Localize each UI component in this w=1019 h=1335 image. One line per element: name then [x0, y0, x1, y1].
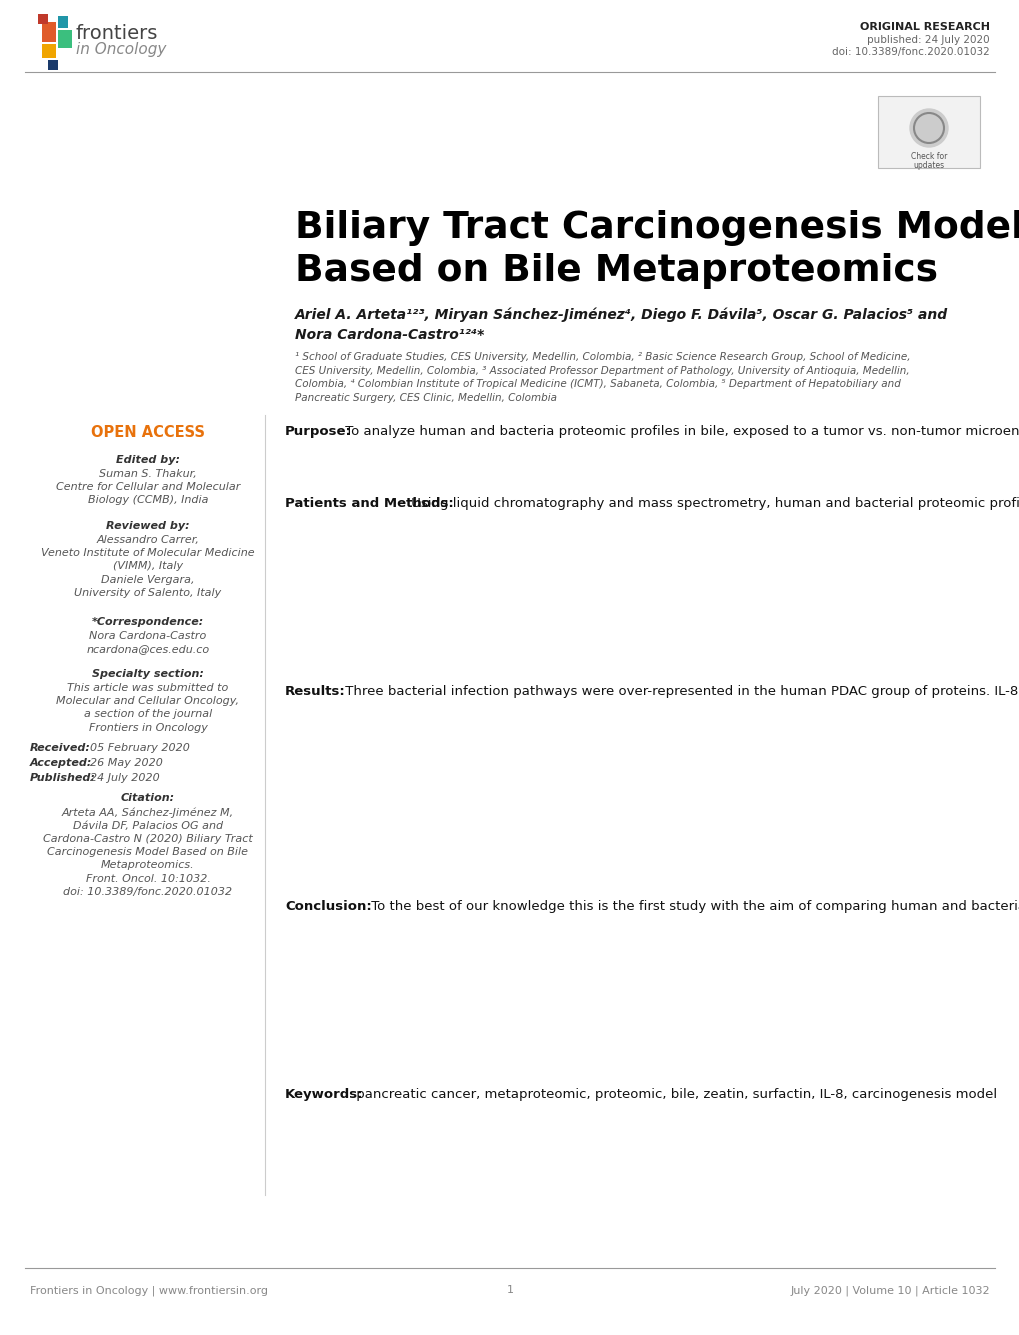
Text: 24 July 2020: 24 July 2020 [90, 773, 160, 784]
Text: Nora Cardona-Castro
ncardona@ces.edu.co: Nora Cardona-Castro ncardona@ces.edu.co [87, 631, 209, 654]
Text: doi: 10.3389/fonc.2020.01032: doi: 10.3389/fonc.2020.01032 [832, 47, 989, 57]
Text: Accepted:: Accepted: [30, 758, 93, 768]
FancyBboxPatch shape [877, 96, 979, 168]
Text: July 2020 | Volume 10 | Article 1032: July 2020 | Volume 10 | Article 1032 [790, 1286, 989, 1295]
Text: Results:: Results: [284, 685, 345, 698]
Circle shape [909, 109, 947, 147]
Text: This article was submitted to
Molecular and Cellular Oncology,
a section of the : This article was submitted to Molecular … [56, 684, 239, 733]
Text: 05 February 2020: 05 February 2020 [90, 744, 190, 753]
Text: updates: updates [913, 162, 944, 170]
Text: Suman S. Thakur,
Centre for Cellular and Molecular
Biology (CCMB), India: Suman S. Thakur, Centre for Cellular and… [56, 469, 239, 506]
Text: in Oncology: in Oncology [76, 41, 166, 57]
Bar [48, 60, 58, 69]
Bar [38, 13, 48, 24]
Text: frontiers: frontiers [76, 24, 158, 43]
Text: ¹ School of Graduate Studies, CES University, Medellin, Colombia, ² Basic Scienc: ¹ School of Graduate Studies, CES Univer… [294, 352, 910, 403]
Bar [58, 16, 68, 28]
Text: Reviewed by:: Reviewed by: [106, 521, 190, 531]
Bar [42, 21, 56, 41]
Text: Edited by:: Edited by: [116, 455, 179, 465]
Text: OPEN ACCESS: OPEN ACCESS [91, 425, 205, 441]
Text: pancreatic cancer, metaproteomic, proteomic, bile, zeatin, surfactin, IL-8, carc: pancreatic cancer, metaproteomic, proteo… [352, 1088, 997, 1101]
Text: 26 May 2020: 26 May 2020 [90, 758, 163, 768]
Text: Ariel A. Arteta¹²³, Miryan Sánchez-Jiménez⁴, Diego F. Dávila⁵, Oscar G. Palacios: Ariel A. Arteta¹²³, Miryan Sánchez-Jimén… [294, 308, 948, 342]
Text: Purpose:: Purpose: [284, 425, 352, 438]
Text: Specialty section:: Specialty section: [92, 669, 204, 680]
Text: Received:: Received: [30, 744, 91, 753]
Text: To analyze human and bacteria proteomic profiles in bile, exposed to a tumor vs.: To analyze human and bacteria proteomic … [340, 425, 1019, 438]
Text: *Correspondence:: *Correspondence: [92, 617, 204, 627]
Text: Using liquid chromatography and mass spectrometry, human and bacterial proteomic: Using liquid chromatography and mass spe… [407, 497, 1019, 510]
Text: Keywords:: Keywords: [284, 1088, 363, 1101]
Text: Citation:: Citation: [121, 793, 175, 802]
Text: published: 24 July 2020: published: 24 July 2020 [866, 35, 989, 45]
Text: Frontiers in Oncology | www.frontiersin.org: Frontiers in Oncology | www.frontiersin.… [30, 1286, 268, 1295]
Text: 1: 1 [506, 1286, 513, 1295]
Text: ORIGINAL RESEARCH: ORIGINAL RESEARCH [859, 21, 989, 32]
Bar [42, 44, 56, 57]
Text: Arteta AA, Sánchez-Jiménez M,
Dávila DF, Palacios OG and
Cardona-Castro N (2020): Arteta AA, Sánchez-Jiménez M, Dávila DF,… [43, 806, 253, 897]
Text: Conclusion:: Conclusion: [284, 900, 371, 913]
Text: Published:: Published: [30, 773, 96, 784]
Bar [58, 29, 72, 48]
Text: Patients and Methods:: Patients and Methods: [284, 497, 453, 510]
Text: Three bacterial infection pathways were over-represented in the human PDAC group: Three bacterial infection pathways were … [340, 685, 1019, 698]
Text: Biliary Tract Carcinogenesis Model
Based on Bile Metaproteomics: Biliary Tract Carcinogenesis Model Based… [294, 210, 1019, 288]
Text: Alessandro Carrer,
Veneto Institute of Molecular Medicine
(VIMM), Italy
Daniele : Alessandro Carrer, Veneto Institute of M… [41, 535, 255, 598]
Text: Check for: Check for [910, 152, 947, 162]
Text: To the best of our knowledge this is the first study with the aim of comparing h: To the best of our knowledge this is the… [367, 900, 1019, 913]
